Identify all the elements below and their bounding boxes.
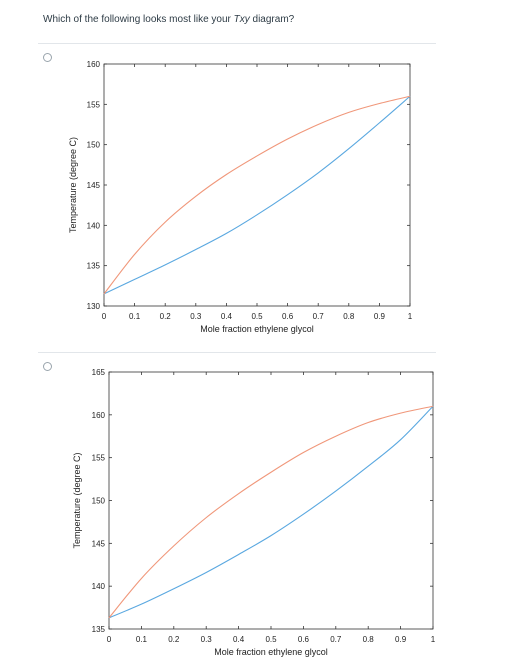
vapor-curve bbox=[103, 95, 411, 295]
x-tick-label: 0.3 bbox=[190, 312, 202, 321]
y-tick-label: 150 bbox=[87, 141, 101, 150]
x-tick-label: 0 bbox=[102, 312, 107, 321]
y-tick-label: 145 bbox=[87, 181, 101, 190]
x-tick-label: 1 bbox=[408, 312, 413, 321]
x-tick-label: 0.8 bbox=[343, 312, 355, 321]
plot-frame bbox=[103, 63, 411, 307]
question-suffix: diagram? bbox=[249, 14, 295, 25]
answer-option-1-radio[interactable] bbox=[43, 53, 52, 62]
y-tick-label: 140 bbox=[87, 221, 101, 230]
x-tick-label: 0.2 bbox=[160, 312, 172, 321]
x-tick-label: 0.9 bbox=[374, 312, 386, 321]
x-tick-label: 0.1 bbox=[129, 312, 141, 321]
y-tick-label: 155 bbox=[87, 100, 101, 109]
y-tick-label: 160 bbox=[87, 60, 101, 69]
question-emphasis: Txy bbox=[233, 14, 250, 25]
x-tick-label: 0.4 bbox=[221, 312, 233, 321]
y-tick-label: 135 bbox=[87, 262, 101, 271]
y-tick-label: 130 bbox=[87, 302, 101, 311]
x-tick-label: 0.6 bbox=[282, 312, 294, 321]
x-tick-label: 0.7 bbox=[313, 312, 325, 321]
answer-option-2-radio[interactable] bbox=[43, 362, 52, 371]
divider-top bbox=[38, 43, 436, 44]
divider-middle bbox=[38, 352, 436, 353]
question-prefix: Which of the following looks most like y… bbox=[43, 14, 234, 25]
y-axis-label: Temperature (degree C) bbox=[68, 137, 78, 233]
x-axis-label: Mole fraction ethylene glycol bbox=[200, 324, 314, 334]
question-text: Which of the following looks most like y… bbox=[43, 14, 294, 25]
liquid-curve bbox=[103, 95, 411, 295]
x-tick-label: 0.5 bbox=[251, 312, 263, 321]
